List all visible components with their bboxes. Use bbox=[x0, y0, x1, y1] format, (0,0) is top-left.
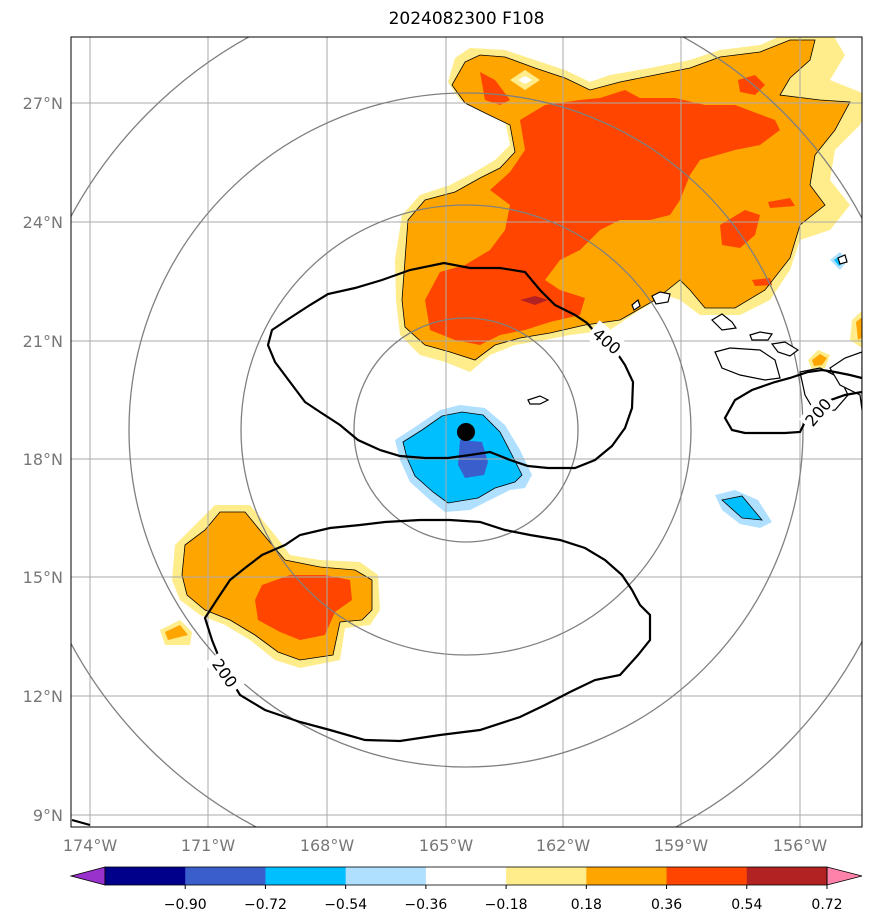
lon-label: 159°W bbox=[654, 836, 709, 855]
shading-outlines bbox=[181, 39, 851, 661]
colorbar-tick-label: 0.18 bbox=[571, 897, 602, 913]
storm-center-dot bbox=[457, 423, 475, 441]
colorbar-frame bbox=[104, 866, 828, 886]
lon-label: 174°W bbox=[63, 836, 118, 855]
lat-label: 12°N bbox=[23, 687, 63, 706]
colorbar-segment bbox=[345, 867, 427, 885]
latitude-labels: 27°N 24°N 21°N 18°N 15°N 12°N 9°N bbox=[23, 94, 63, 825]
longitude-labels: 174°W 171°W 168°W 165°W 162°W 159°W 156°… bbox=[63, 836, 828, 855]
coastlines bbox=[527, 254, 862, 413]
range-rings bbox=[71, 37, 862, 827]
colorbar-extend-low bbox=[69, 866, 106, 886]
colorbar-tick-label: −0.18 bbox=[485, 897, 528, 913]
colorbar-segment bbox=[506, 867, 587, 885]
lat-label: 18°N bbox=[23, 450, 63, 469]
lat-label: 9°N bbox=[33, 806, 63, 825]
lon-label: 165°W bbox=[419, 836, 474, 855]
lat-label: 24°N bbox=[23, 213, 63, 232]
colorbar-segment bbox=[666, 867, 748, 885]
positive-anomaly-southwest bbox=[160, 505, 380, 668]
colorbar-tick-label: 0.36 bbox=[651, 897, 682, 913]
lat-label: 15°N bbox=[23, 568, 63, 587]
plot-frame bbox=[70, 36, 863, 828]
colorbar-tick-label: −0.72 bbox=[244, 897, 287, 913]
graticule bbox=[71, 37, 862, 827]
colorbar: −0.90 −0.72 −0.54 −0.36 −0.18 0.18 0.36 0.54 0.7… bbox=[69, 866, 863, 913]
colorbar-extend-high bbox=[826, 866, 863, 886]
map-title: 2024082300 F108 bbox=[388, 9, 545, 29]
colorbar-tick-label: −0.54 bbox=[324, 897, 367, 913]
lon-label: 171°W bbox=[181, 836, 236, 855]
colorbar-segment bbox=[185, 867, 266, 885]
colorbar-segment bbox=[746, 867, 828, 885]
colorbar-tick-label: −0.90 bbox=[164, 897, 207, 913]
lon-label: 168°W bbox=[300, 836, 355, 855]
lat-label: 27°N bbox=[23, 94, 63, 113]
colorbar-segment bbox=[425, 867, 507, 885]
colorbar-segment bbox=[265, 867, 347, 885]
colorbar-tick-label: −0.36 bbox=[404, 897, 447, 913]
colorbar-segment bbox=[586, 867, 668, 885]
colorbar-tick-label: 0.54 bbox=[731, 897, 762, 913]
lon-label: 156°W bbox=[773, 836, 828, 855]
contour-200-south bbox=[203, 518, 652, 743]
colorbar-tick-label: 0.72 bbox=[811, 897, 842, 913]
colorbar-segment bbox=[105, 867, 186, 885]
lon-label: 162°W bbox=[536, 836, 591, 855]
contour-400 bbox=[266, 261, 635, 470]
lat-label: 21°N bbox=[23, 332, 63, 351]
